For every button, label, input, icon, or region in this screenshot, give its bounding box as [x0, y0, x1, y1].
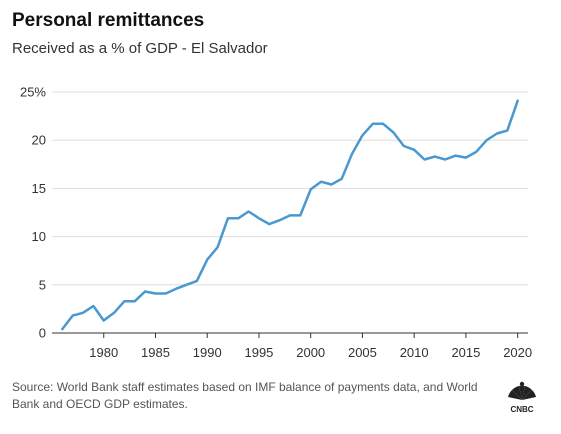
- x-tick-label: 2020: [503, 345, 532, 360]
- y-axis: 0 5 10 15 20 25%: [20, 85, 46, 341]
- x-tick-label: 2005: [348, 345, 377, 360]
- y-tick-label: 10: [32, 229, 46, 244]
- grid-lines: [52, 91, 528, 286]
- svg-text:CNBC: CNBC: [510, 405, 533, 414]
- series-line: [61, 99, 519, 331]
- x-tick-label: 2015: [451, 345, 480, 360]
- chart-title: Personal remittances: [12, 10, 205, 31]
- x-axis: 1980 1985 1990 1995 2000 2005 2010 2015 2020: [52, 332, 532, 360]
- x-tick-label: 1980: [89, 345, 118, 360]
- cnbc-logo-icon: CNBC: [508, 381, 536, 414]
- x-tick-label: 1985: [141, 345, 170, 360]
- source-note: Source: World Bank staff estimates based…: [12, 380, 478, 411]
- chart-subtitle: Received as a % of GDP - El Salvador: [12, 40, 268, 57]
- y-tick-label: 25%: [20, 85, 46, 100]
- x-tick-label: 2010: [400, 345, 429, 360]
- y-tick-label: 5: [39, 277, 46, 292]
- y-tick-label: 15: [32, 181, 46, 196]
- y-tick-label: 0: [39, 326, 46, 341]
- x-tick-label: 1995: [244, 345, 273, 360]
- x-tick-label: 1990: [193, 345, 222, 360]
- series-layer: [61, 99, 519, 331]
- x-tick-label: 2000: [296, 345, 325, 360]
- y-tick-label: 20: [32, 133, 46, 148]
